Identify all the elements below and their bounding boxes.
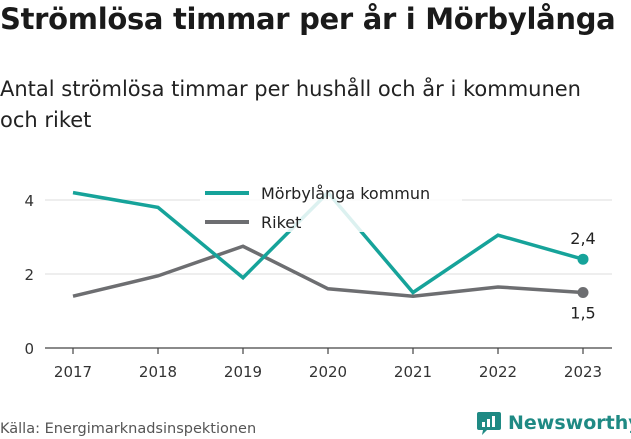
x-tick-label: 2021 xyxy=(394,363,432,381)
legend-label: Mörbylånga kommun xyxy=(261,184,430,203)
brand: Newsworthy xyxy=(476,410,631,436)
x-tick-label: 2017 xyxy=(54,363,92,381)
x-tick-label: 2022 xyxy=(479,363,517,381)
line-chart: 0 2 4 2017 2018 2019 2020 2021 2022 2023 Mörbylång… xyxy=(24,184,612,381)
y-tick-label: 0 xyxy=(24,340,34,358)
y-tick-label: 4 xyxy=(24,192,34,210)
y-tick-label: 2 xyxy=(24,266,34,284)
chart-title: Strömlösa timmar per år i Mörbylånga xyxy=(0,2,616,36)
x-tick-label: 2020 xyxy=(309,363,347,381)
x-tick-label: 2018 xyxy=(139,363,177,381)
end-value-label: 2,4 xyxy=(570,229,595,248)
series-end-point xyxy=(577,287,589,298)
x-tick-label: 2019 xyxy=(224,363,262,381)
series-end-point xyxy=(577,253,589,265)
source-text: Källa: Energimarknadsinspektionen xyxy=(0,421,257,437)
x-tick-label: 2023 xyxy=(564,363,602,381)
brand-name: Newsworthy xyxy=(508,412,631,434)
chart-subtitle: Antal strömlösa timmar per hushåll och å… xyxy=(0,77,581,132)
series-line-riket xyxy=(72,244,584,298)
end-value-label: 1,5 xyxy=(570,304,595,323)
legend-label: Riket xyxy=(261,213,301,232)
newsworthy-logo-icon xyxy=(477,412,501,435)
